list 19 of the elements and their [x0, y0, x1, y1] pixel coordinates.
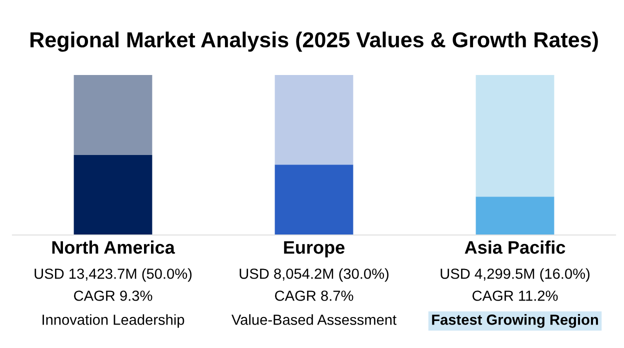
x-tick-label: Asia Pacific	[464, 240, 566, 254]
bar	[476, 196, 554, 235]
text: CAGR 11.2%	[472, 290, 558, 301]
text: Innovation Leadership	[42, 314, 184, 328]
text: USD 13,423.7M (50.0%)	[34, 268, 192, 282]
text: CAGR 8.7%	[275, 290, 354, 301]
text: USD 8,054.2M (30.0%)	[240, 268, 388, 282]
chart-title: Regional Market Analysis (2025 Values & Growth Rates)	[30, 32, 598, 52]
x-tick-label: North America	[52, 240, 175, 254]
x-tick-label: Europe	[284, 241, 344, 258]
bar	[476, 75, 554, 197]
bar	[274, 75, 354, 165]
bar	[274, 164, 354, 235]
text: Fastest Growing Region	[432, 314, 598, 328]
text: Value-Based Assessment	[232, 314, 396, 325]
bar	[74, 155, 152, 235]
bar	[74, 75, 152, 155]
text: USD 4,299.5M (16.0%)	[440, 268, 590, 282]
text: CAGR 9.3%	[74, 290, 152, 301]
